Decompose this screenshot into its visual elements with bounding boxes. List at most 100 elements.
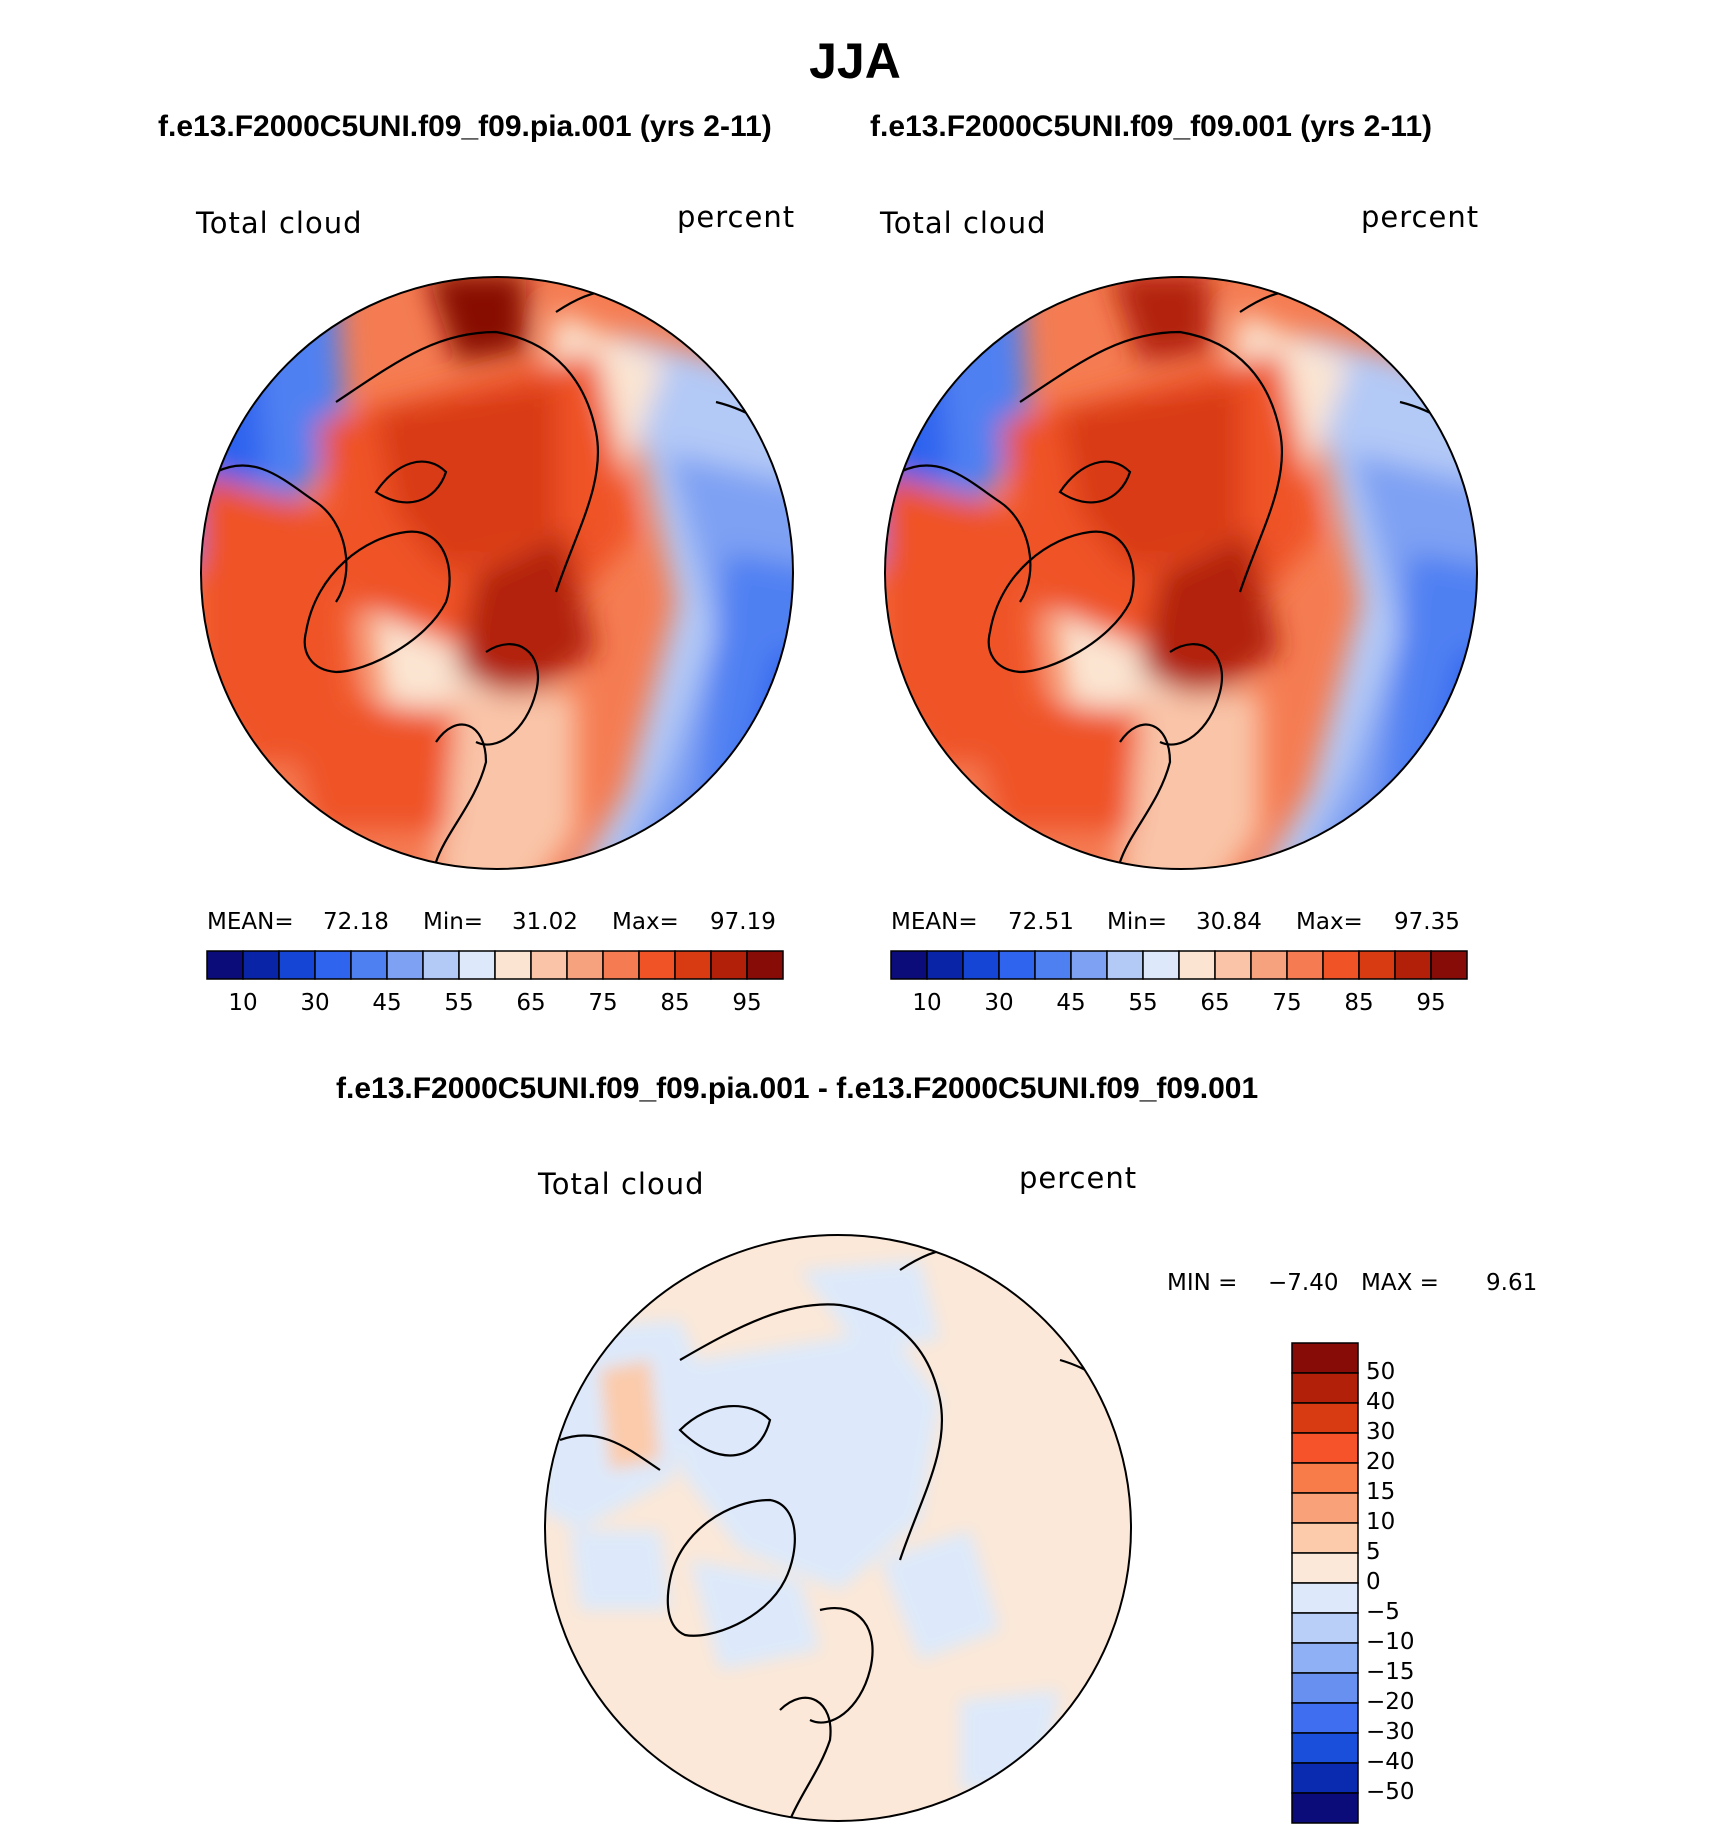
left-min-label: Min=: [423, 909, 484, 935]
colorbar-box: [1291, 1762, 1359, 1794]
diff-max-label: MAX =: [1361, 1270, 1439, 1296]
colorbar-box: [206, 950, 244, 980]
colorbar-box: [350, 950, 388, 980]
colorbar-box: [494, 950, 532, 980]
colorbar-tick-label: 55: [1128, 990, 1158, 1016]
colorbar-box: [278, 950, 316, 980]
colorbar-box: [1070, 950, 1108, 980]
colorbar-tick-label: −15: [1366, 1659, 1415, 1685]
diff-field: [545, 1235, 1131, 1821]
colorbar-box: [1291, 1372, 1359, 1404]
colorbar-box: [638, 950, 676, 980]
left-mean-label: MEAN=: [207, 909, 294, 935]
colorbar-box: [1286, 950, 1324, 980]
colorbar-tick-label: 75: [588, 990, 618, 1016]
left-max-label: Max=: [612, 909, 679, 935]
colorbar-tick-label: 75: [1272, 990, 1302, 1016]
colorbar-tick-label: 30: [984, 990, 1014, 1016]
right-mean-label: MEAN=: [891, 909, 978, 935]
colorbar-box: [422, 950, 460, 980]
colorbar-box: [1291, 1612, 1359, 1644]
colorbar-box: [674, 950, 712, 980]
diff-max-value: 9.61: [1486, 1270, 1538, 1296]
diff-colorbar: [1291, 1342, 1359, 1824]
left-colorbar-boxes: [206, 950, 784, 980]
colorbar-box: [998, 950, 1036, 980]
colorbar-box: [1291, 1432, 1359, 1464]
season-title: JJA: [809, 33, 901, 89]
colorbar-box: [1250, 950, 1288, 980]
diff-min-value: −7.40: [1268, 1270, 1339, 1296]
colorbar-tick-label: −30: [1366, 1719, 1415, 1745]
colorbar-tick-label: −50: [1366, 1779, 1415, 1805]
diff-min-label: MIN =: [1167, 1270, 1238, 1296]
left-coastlines: [215, 290, 787, 863]
left-max-value: 97.19: [710, 909, 776, 935]
left-cloud-field: [201, 277, 793, 869]
right-case-title: f.e13.F2000C5UNI.f09_f09.001 (yrs 2-11): [870, 110, 1433, 143]
colorbar-box: [1291, 1342, 1359, 1374]
diff-units-label: percent: [1019, 1161, 1138, 1195]
colorbar-tick-label: 10: [1366, 1509, 1396, 1535]
colorbar-box: [458, 950, 496, 980]
colorbar-box: [1106, 950, 1144, 980]
diff-map-boundary: [544, 1234, 1132, 1822]
colorbar-box: [962, 950, 1000, 980]
colorbar-box: [1178, 950, 1216, 980]
diff-polar-map: [544, 1234, 1132, 1822]
left-variable-label: Total cloud: [196, 206, 363, 240]
colorbar-box: [1291, 1732, 1359, 1764]
colorbar-box: [890, 950, 928, 980]
colorbar-box: [1322, 950, 1360, 980]
colorbar-tick-label: −40: [1366, 1749, 1415, 1775]
colorbar-box: [1214, 950, 1252, 980]
colorbar-tick-label: 15: [1366, 1479, 1396, 1505]
colorbar-box: [1291, 1792, 1359, 1824]
right-variable-label: Total cloud: [880, 206, 1047, 240]
colorbar-tick-label: 5: [1366, 1539, 1381, 1565]
colorbar-box: [1291, 1702, 1359, 1734]
colorbar-box: [386, 950, 424, 980]
colorbar-box: [1394, 950, 1432, 980]
right-colorbar-boxes: [890, 950, 1468, 980]
colorbar-tick-label: −20: [1366, 1689, 1415, 1715]
colorbar-tick-label: 95: [732, 990, 762, 1016]
diff-case-title: f.e13.F2000C5UNI.f09_f09.pia.001 - f.e13…: [336, 1072, 1259, 1105]
colorbar-box: [1291, 1492, 1359, 1524]
left-units-label: percent: [677, 200, 796, 234]
colorbar-box: [710, 950, 748, 980]
colorbar-box: [1291, 1582, 1359, 1614]
colorbar-tick-label: 20: [1366, 1449, 1396, 1475]
colorbar-box: [1142, 950, 1180, 980]
colorbar-box: [1291, 1402, 1359, 1434]
colorbar-tick-label: 45: [372, 990, 402, 1016]
colorbar-tick-label: 10: [228, 990, 258, 1016]
diff-colorbar-boxes: [1291, 1342, 1359, 1824]
colorbar-tick-label: 45: [1056, 990, 1086, 1016]
colorbar-box: [1291, 1672, 1359, 1704]
colorbar-tick-label: 50: [1366, 1359, 1396, 1385]
colorbar-tick-label: 55: [444, 990, 474, 1016]
colorbar-box: [1291, 1462, 1359, 1494]
left-case-title: f.e13.F2000C5UNI.f09_f09.pia.001 (yrs 2-…: [158, 110, 772, 143]
colorbar-box: [1291, 1642, 1359, 1674]
colorbar-tick-label: 10: [912, 990, 942, 1016]
colorbar-box: [530, 950, 568, 980]
right-cloud-field: [885, 277, 1477, 869]
right-mean-value: 72.51: [1008, 909, 1074, 935]
colorbar-box: [314, 950, 352, 980]
colorbar-box: [1291, 1552, 1359, 1584]
colorbar-box: [1358, 950, 1396, 980]
left-colorbar: [206, 950, 784, 980]
colorbar-tick-label: 85: [1344, 990, 1374, 1016]
diff-variable-label: Total cloud: [538, 1167, 705, 1201]
colorbar-tick-label: 95: [1416, 990, 1446, 1016]
right-map-boundary: [884, 276, 1478, 870]
left-map-boundary: [200, 276, 794, 870]
colorbar-tick-label: 30: [300, 990, 330, 1016]
colorbar-box: [746, 950, 784, 980]
left-polar-map: [200, 276, 794, 870]
right-units-label: percent: [1361, 200, 1480, 234]
right-polar-map: [884, 276, 1478, 870]
left-mean-value: 72.18: [323, 909, 389, 935]
